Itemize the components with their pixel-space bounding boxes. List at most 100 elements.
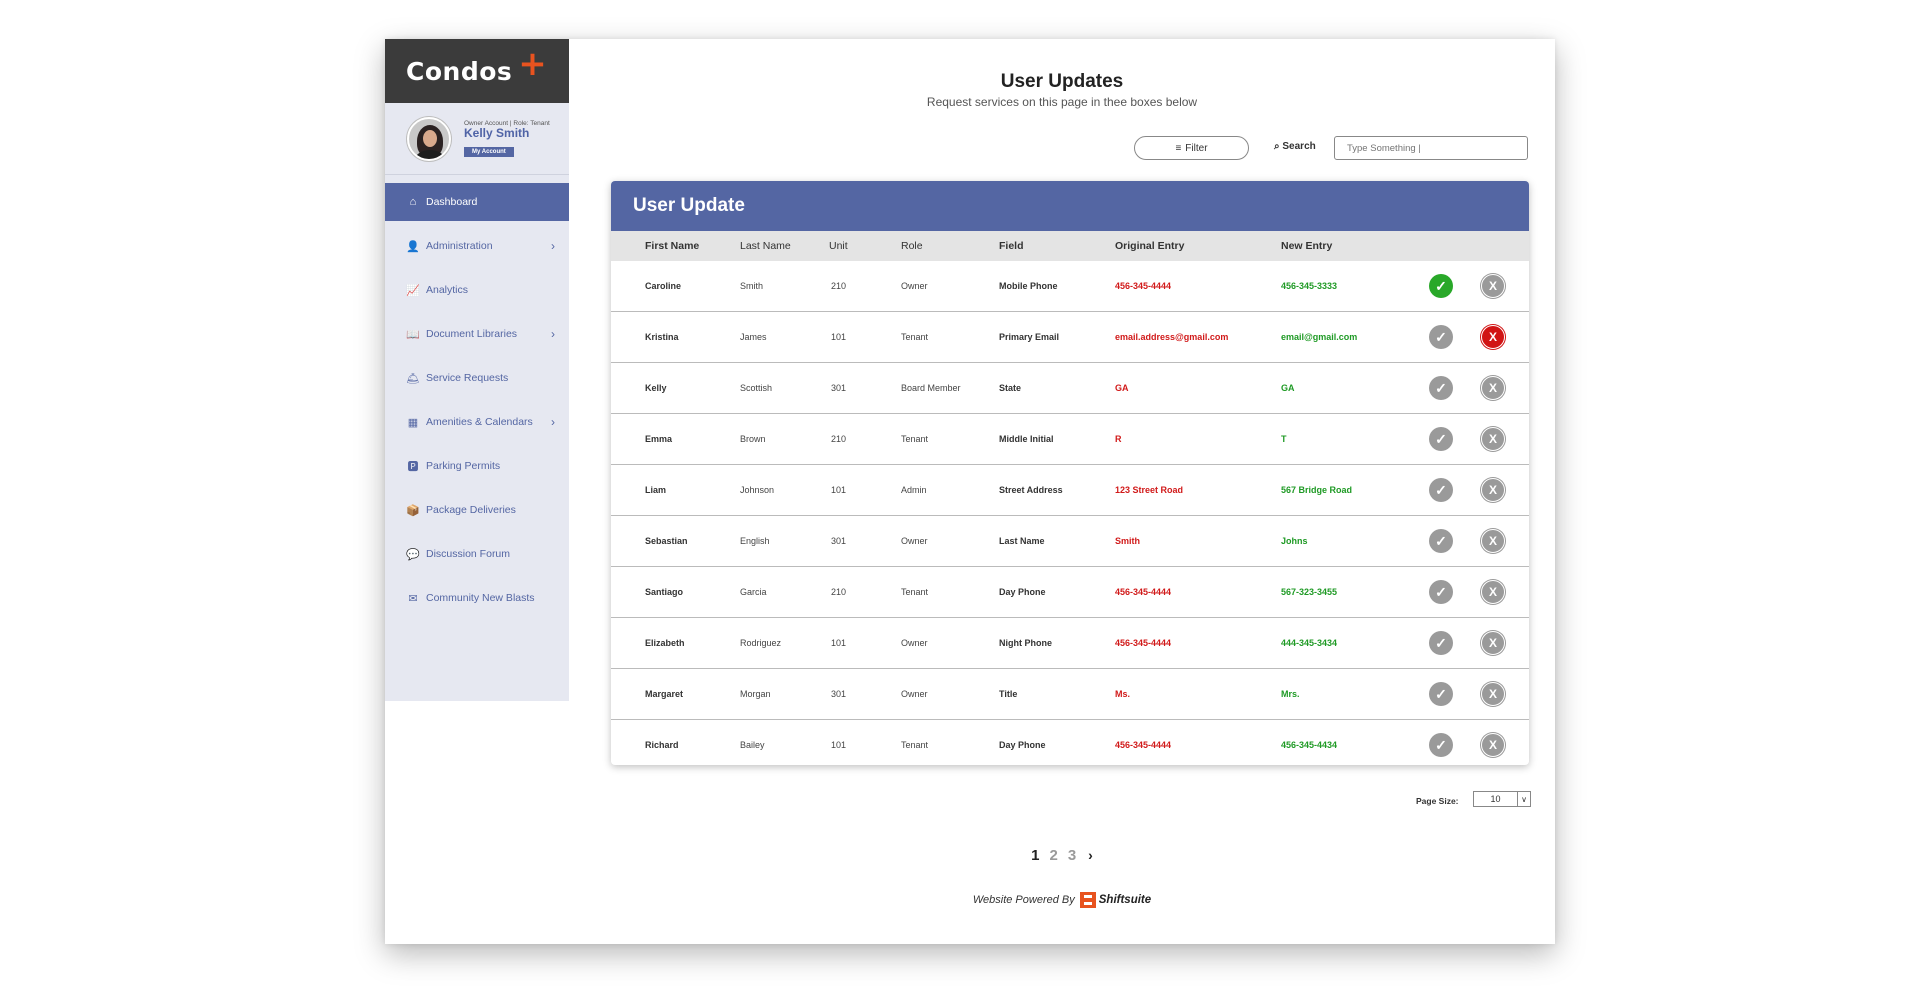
search-icon: ⌕ — [1274, 141, 1280, 152]
unit-cell: 301 — [831, 383, 847, 393]
sidebar-item-package-deliveries[interactable]: 📦 Package Deliveries — [385, 491, 569, 529]
reject-x-icon[interactable]: X — [1481, 274, 1505, 298]
sidebar-item-label: Amenities & Calendars — [426, 416, 533, 428]
role-cell: Admin — [901, 485, 927, 495]
shiftsuite-logo-icon — [1079, 892, 1096, 908]
sidebar-item-analytics[interactable]: 📈 Analytics — [385, 271, 569, 309]
search-input[interactable] — [1334, 136, 1528, 160]
approve-check-icon[interactable]: ✓ — [1429, 427, 1453, 451]
table-row: Richard Bailey 101 Tenant Day Phone 456-345-4… — [611, 720, 1529, 765]
table-row: Sebastian English 301 Owner Last Name Smith Jo… — [611, 516, 1529, 567]
reject-x-icon[interactable]: X — [1481, 682, 1505, 706]
page-title: User Updates — [1000, 71, 1124, 92]
approve-check-icon[interactable]: ✓ — [1429, 274, 1453, 298]
unit-cell: 101 — [831, 332, 847, 342]
new-entry-cell: Mrs. — [1281, 689, 1300, 699]
calendar-icon: ▦ — [407, 416, 419, 429]
column-header[interactable]: Unit — [829, 240, 848, 252]
column-header[interactable]: Original Entry — [1115, 240, 1185, 252]
page-size-select[interactable]: 10 ∨ — [1473, 791, 1531, 807]
next-page-icon[interactable]: › — [1088, 847, 1093, 863]
column-header[interactable]: New Entry — [1281, 240, 1333, 252]
reject-x-icon[interactable]: X — [1481, 733, 1505, 757]
sidebar-item-dashboard[interactable]: ⌂ Dashboard — [385, 183, 569, 221]
approve-check-icon[interactable]: ✓ — [1429, 580, 1453, 604]
column-header[interactable]: Last Name — [740, 240, 791, 252]
role-cell: Tenant — [901, 434, 929, 444]
new-entry-cell: Johns — [1281, 536, 1308, 546]
field-cell: Night Phone — [999, 638, 1052, 648]
first-name-cell: Elizabeth — [645, 638, 685, 648]
table-row: Margaret Morgan 301 Owner Title Ms. Mrs. ✓ X — [611, 669, 1529, 720]
role-cell: Owner — [901, 689, 928, 699]
column-header[interactable]: Role — [901, 240, 923, 252]
brand-name[interactable]: Shiftsuite — [1098, 894, 1152, 906]
first-name-cell: Liam — [645, 485, 667, 495]
logo: Condos — [406, 56, 513, 86]
approve-check-icon[interactable]: ✓ — [1429, 478, 1453, 502]
new-entry-cell: T — [1281, 434, 1287, 444]
sidebar-item-discussion-forum[interactable]: 💬 Discussion Forum — [385, 535, 569, 573]
approve-check-icon[interactable]: ✓ — [1429, 733, 1453, 757]
role-cell: Tenant — [901, 740, 929, 750]
column-header[interactable]: First Name — [645, 240, 700, 252]
reject-x-icon[interactable]: X — [1481, 529, 1505, 553]
reject-x-icon[interactable]: X — [1481, 478, 1505, 502]
sidebar-item-label: Administration — [426, 240, 493, 252]
unit-cell: 101 — [831, 485, 847, 495]
page-link-1[interactable]: 1 — [1031, 847, 1040, 864]
original-entry-cell: email.address@gmail.com — [1115, 332, 1229, 342]
sidebar-item-label: Service Requests — [426, 372, 509, 384]
last-name-cell: Brown — [740, 434, 766, 444]
filter-button[interactable]: ≡ Filter — [1134, 136, 1249, 160]
my-account-button[interactable]: My Account — [464, 146, 514, 157]
approve-check-icon[interactable]: ✓ — [1429, 529, 1453, 553]
approve-check-icon[interactable]: ✓ — [1429, 325, 1453, 349]
first-name-cell: Sebastian — [645, 536, 688, 546]
chevron-right-icon: › — [551, 239, 555, 253]
field-cell: Primary Email — [999, 332, 1060, 342]
role-cell: Board Member — [901, 383, 961, 393]
avatar[interactable] — [407, 116, 451, 161]
sidebar-item-amenities-calendars[interactable]: ▦ Amenities & Calendars › — [385, 403, 569, 441]
page-link-2[interactable]: 2 — [1049, 847, 1058, 864]
original-entry-cell: 123 Street Road — [1115, 485, 1184, 495]
sidebar-item-label: Parking Permits — [426, 460, 501, 472]
unit-cell: 301 — [831, 536, 847, 546]
new-entry-cell: 567-323-3455 — [1281, 587, 1338, 597]
field-cell: Day Phone — [999, 587, 1046, 597]
unit-cell: 301 — [831, 689, 847, 699]
approve-check-icon[interactable]: ✓ — [1429, 376, 1453, 400]
approve-check-icon[interactable]: ✓ — [1429, 631, 1453, 655]
sidebar-item-parking-permits[interactable]: 🅿 Parking Permits — [385, 447, 569, 485]
page-subtitle: Request services on this page in thee bo… — [926, 95, 1198, 109]
new-entry-cell: 456-345-3333 — [1281, 281, 1338, 291]
column-header[interactable]: Field — [999, 240, 1024, 252]
last-name-cell: James — [740, 332, 767, 342]
reject-x-icon[interactable]: X — [1481, 376, 1505, 400]
sidebar-item-service-requests[interactable]: 🛎 Service Requests — [385, 359, 569, 397]
sidebar-item-community-new-blasts[interactable]: ✉ Community New Blasts — [385, 579, 569, 617]
reject-x-icon[interactable]: X — [1481, 580, 1505, 604]
logo-plus-icon: + — [518, 44, 547, 84]
reject-x-icon[interactable]: X — [1481, 325, 1505, 349]
field-cell: Last Name — [999, 536, 1045, 546]
original-entry-cell: 456-345-4444 — [1115, 740, 1172, 750]
new-entry-cell: email@gmail.com — [1281, 332, 1358, 342]
sidebar-item-document-libraries[interactable]: 📖 Document Libraries › — [385, 315, 569, 353]
main-content: User Updates Request services on this pa… — [569, 39, 1555, 944]
chevron-down-icon: ∨ — [1517, 792, 1530, 806]
book-icon: 📖 — [406, 328, 420, 341]
page-link-3[interactable]: 3 — [1067, 847, 1077, 864]
first-name-cell: Margaret — [645, 689, 684, 699]
unit-cell: 210 — [831, 281, 847, 291]
field-cell: State — [999, 383, 1022, 393]
approve-check-icon[interactable]: ✓ — [1429, 682, 1453, 706]
sidebar-item-administration[interactable]: 👤 Administration › — [385, 227, 569, 265]
last-name-cell: English — [740, 536, 770, 546]
field-cell: Mobile Phone — [999, 281, 1058, 291]
reject-x-icon[interactable]: X — [1481, 427, 1505, 451]
reject-x-icon[interactable]: X — [1481, 631, 1505, 655]
logo-bar[interactable]: Condos + — [385, 39, 569, 103]
first-name-cell: Caroline — [645, 281, 682, 291]
